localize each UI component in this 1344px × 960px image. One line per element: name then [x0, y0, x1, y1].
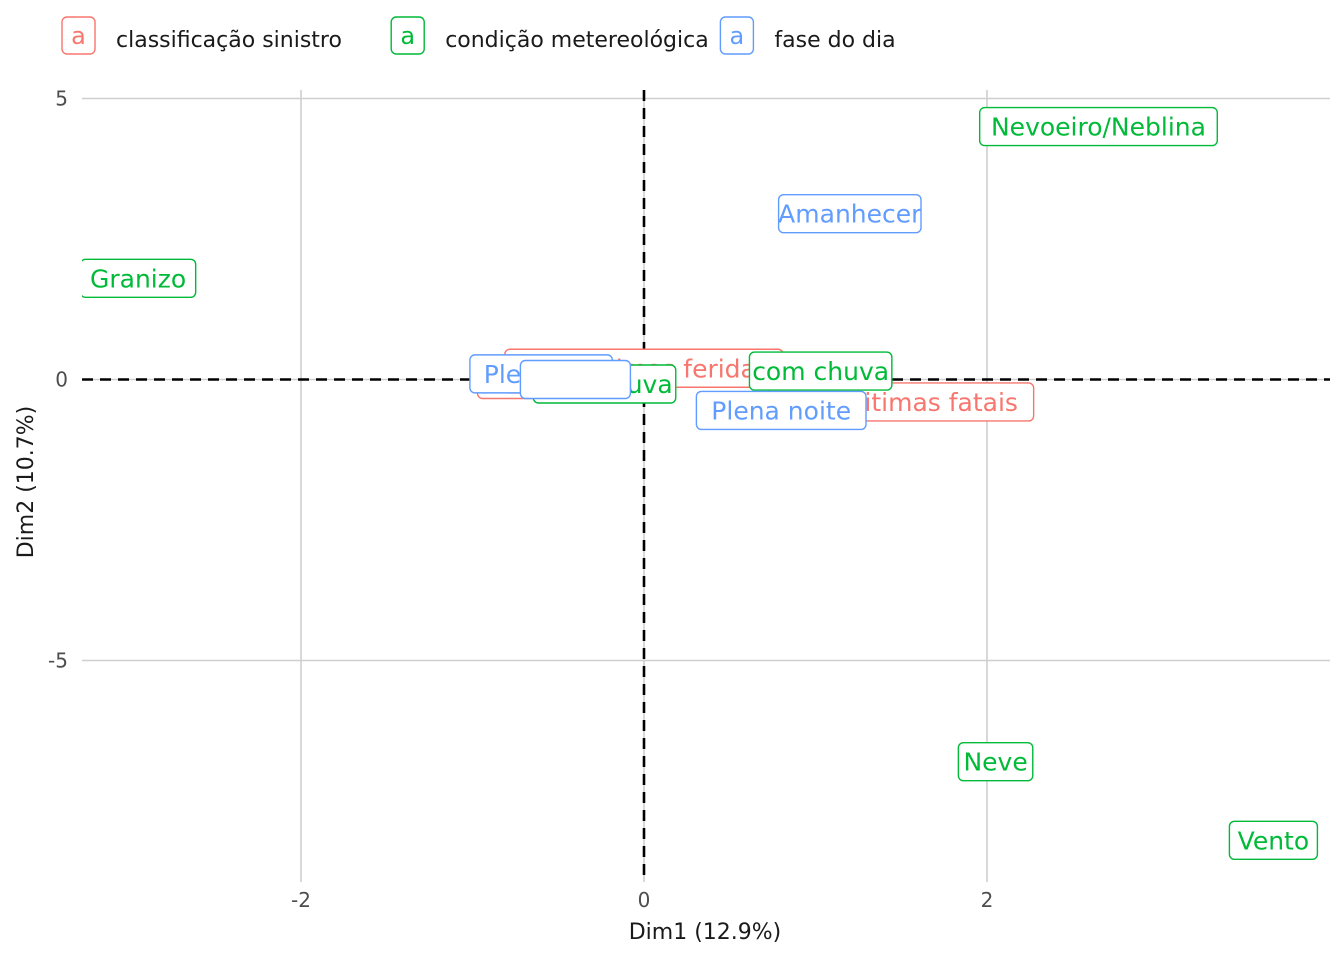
legend-key — [390, 16, 425, 55]
legend-item: a condição metereológica — [390, 16, 709, 55]
point-label-box — [82, 258, 197, 299]
point-label-text: Amanhecer — [778, 200, 922, 229]
x-axis-title: Dim1 (12.9%) — [629, 920, 782, 945]
tick-labels: -2 0 2 5 0 -5 — [48, 87, 993, 913]
point-label: Amanhecer — [777, 194, 922, 234]
point-label-box — [519, 359, 632, 400]
point-label-text: com chuva — [752, 357, 889, 386]
legend-key — [61, 16, 96, 55]
point-label-text: Plena noite — [711, 396, 851, 425]
point-label-text: Granizo — [90, 264, 186, 293]
legend-label: classificação sinistro — [116, 28, 342, 53]
point-label-text: Neve — [963, 748, 1027, 777]
point-label-text: Nevoeiro/Neblina — [991, 113, 1206, 142]
point-label: Nevoeiro/Neblina — [978, 106, 1218, 147]
point-label: com chuva — [748, 351, 893, 391]
point-label-box — [1228, 820, 1319, 861]
legend-key-glyph: a — [400, 22, 415, 50]
point-label-box — [957, 741, 1034, 782]
point-label-box — [748, 351, 893, 391]
legend-key — [719, 16, 755, 55]
point-label-box — [978, 106, 1218, 147]
y-tick-label: 0 — [55, 368, 68, 392]
reference-lines — [82, 90, 1330, 882]
legend-label: fase do dia — [774, 28, 895, 53]
point-label — [519, 359, 632, 400]
point-label-box — [695, 390, 867, 431]
legend-item: a fase do dia — [719, 16, 896, 55]
point-label: Plena noite — [695, 390, 867, 431]
point-label: Neve — [957, 741, 1034, 782]
x-tick-label: 0 — [638, 888, 651, 912]
y-tick-label: 5 — [55, 87, 68, 111]
legend-key-glyph: a — [71, 22, 86, 50]
grid-lines — [82, 90, 1330, 882]
point-label-box — [777, 194, 922, 234]
legend-label: condição metereológica — [445, 28, 709, 53]
y-tick-label: -5 — [48, 649, 68, 673]
x-tick-label: 2 — [981, 888, 994, 912]
legend: a classificação sinistro a condição metereo… — [61, 16, 896, 55]
x-tick-label: -2 — [291, 888, 311, 912]
legend-item: a classificação sinistro — [61, 16, 342, 55]
point-label: Granizo — [82, 258, 197, 299]
y-axis-title: Dim2 (10.7%) — [14, 406, 39, 559]
point-label-text: Vento — [1238, 826, 1309, 855]
legend-key-glyph: a — [730, 22, 745, 50]
point-label: Vento — [1228, 820, 1319, 861]
